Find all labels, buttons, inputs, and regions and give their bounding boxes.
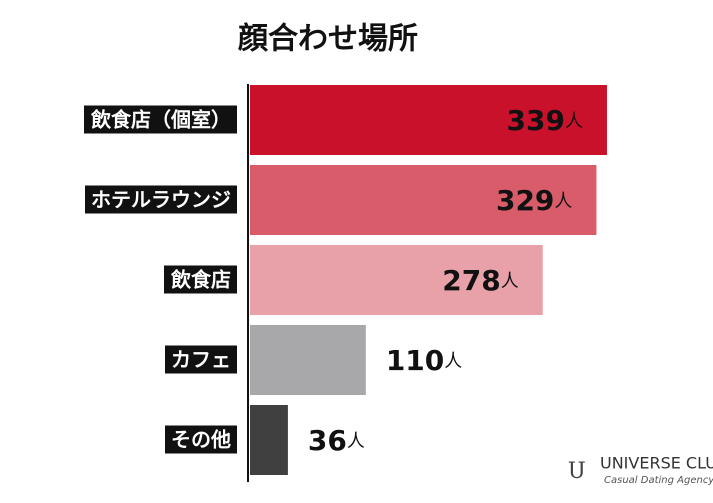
bar xyxy=(250,405,288,475)
logo-name: UNIVERSE CLUB xyxy=(600,454,713,473)
value-unit: 人 xyxy=(501,271,519,292)
label-box xyxy=(165,425,237,454)
value-unit: 人 xyxy=(444,351,462,372)
value-number: 329 xyxy=(496,184,554,217)
chart-title: 顔合わせ場所 xyxy=(238,22,418,57)
logo-tagline: Casual Dating Agency xyxy=(604,475,713,486)
y-tick-label: その他 xyxy=(171,428,231,452)
bar xyxy=(250,85,607,155)
value-unit: 人 xyxy=(565,111,583,132)
value-label: 329人 xyxy=(496,184,572,217)
value-unit: 人 xyxy=(347,431,365,452)
logo-mark: Ս xyxy=(568,459,586,484)
value-number: 278 xyxy=(442,264,500,297)
value-label: 110人 xyxy=(386,344,462,377)
value-number: 110 xyxy=(386,344,444,377)
value-label: 36人 xyxy=(308,424,365,457)
value-unit: 人 xyxy=(554,191,572,212)
value-number: 36 xyxy=(308,424,347,457)
value-label: 339人 xyxy=(507,104,583,137)
label-box xyxy=(164,265,237,294)
label-box xyxy=(84,105,237,134)
label-box xyxy=(165,345,237,374)
value-label: 278人 xyxy=(442,264,518,297)
y-tick-label: 飲食店 xyxy=(170,268,231,292)
y-tick-label: カフェ xyxy=(171,348,231,372)
label-box xyxy=(85,185,237,214)
value-number: 339 xyxy=(507,104,565,137)
bar xyxy=(250,245,543,315)
y-tick-label: ホテルラウンジ xyxy=(91,188,231,212)
bar xyxy=(250,165,597,235)
bar xyxy=(250,325,366,395)
y-tick-label: 飲食店（個室） xyxy=(90,108,231,132)
